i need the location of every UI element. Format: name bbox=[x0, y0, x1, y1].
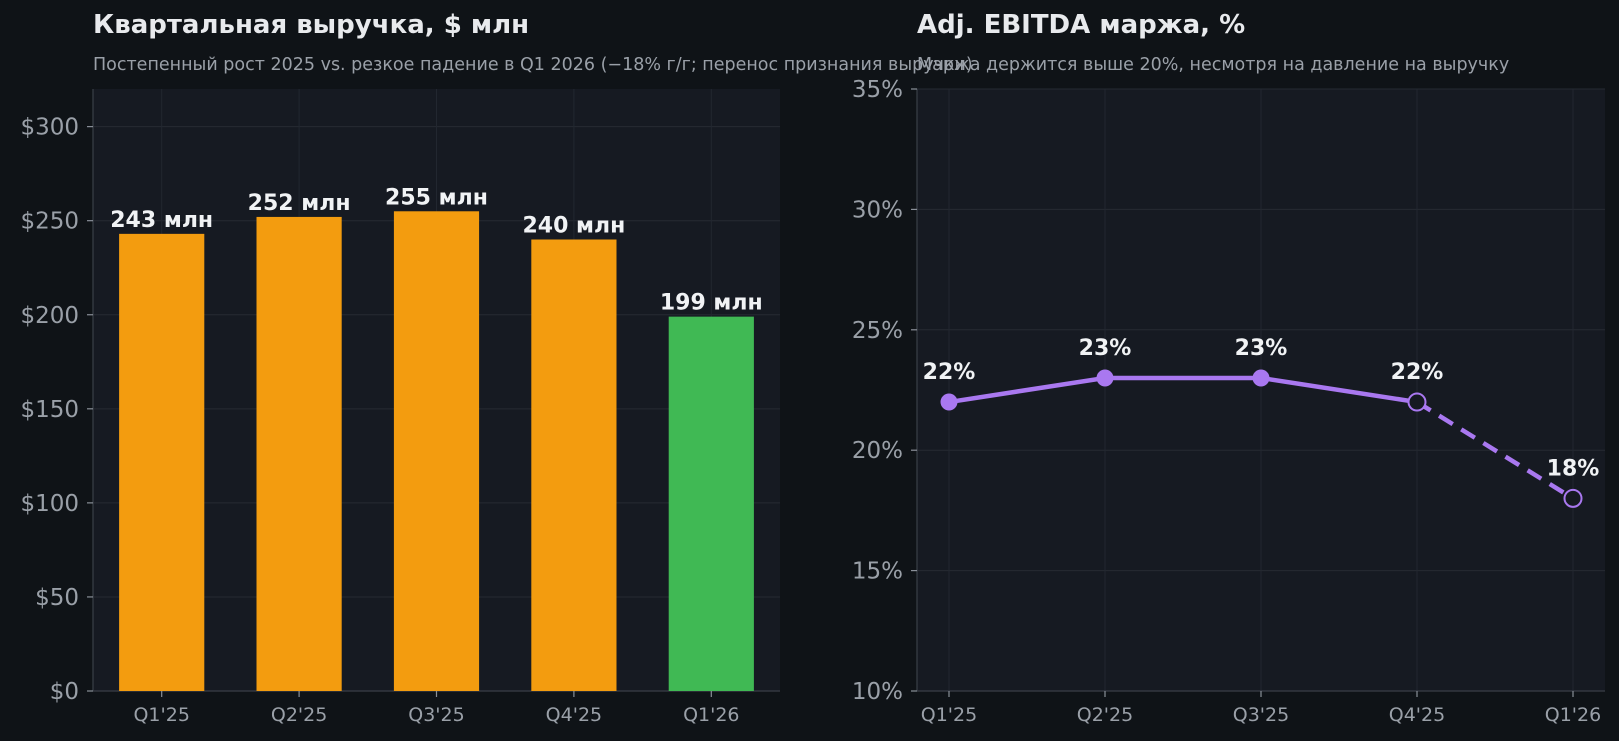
bar-value-label: 243 млн bbox=[110, 208, 213, 233]
data-point bbox=[940, 393, 958, 411]
x-tick-label: Q3'25 bbox=[1233, 704, 1289, 726]
y-tick-label: 25% bbox=[852, 318, 903, 344]
margin-chart-subtitle: Маржа держится выше 20%, несмотря на дав… bbox=[917, 55, 1510, 75]
bar bbox=[393, 211, 480, 691]
y-tick-label: $50 bbox=[35, 585, 79, 611]
point-value-label: 23% bbox=[1079, 336, 1132, 361]
data-point bbox=[1096, 369, 1114, 387]
x-tick-label: Q1'25 bbox=[921, 704, 977, 726]
y-tick-label: $100 bbox=[20, 491, 79, 517]
x-tick-label: Q1'26 bbox=[683, 704, 739, 726]
y-tick-label: $150 bbox=[20, 397, 79, 423]
point-value-label: 18% bbox=[1547, 456, 1600, 481]
bar bbox=[119, 233, 205, 691]
margin-line-dashed bbox=[1415, 400, 1575, 501]
data-point bbox=[1252, 369, 1270, 387]
data-point bbox=[1407, 392, 1427, 412]
y-tick-label: 30% bbox=[852, 197, 903, 223]
x-tick-label: Q4'25 bbox=[546, 704, 602, 726]
x-tick-label: Q2'25 bbox=[1077, 704, 1133, 726]
x-tick-label: Q4'25 bbox=[1389, 704, 1445, 726]
bar-value-label: 252 млн bbox=[248, 191, 351, 216]
revenue-chart-subtitle: Постепенный рост 2025 vs. резкое падение… bbox=[93, 55, 973, 75]
bar-value-label: 199 млн bbox=[660, 291, 763, 316]
y-tick-label: $0 bbox=[50, 679, 79, 705]
point-value-label: 23% bbox=[1235, 336, 1288, 361]
bar bbox=[531, 239, 617, 691]
y-tick-label: 10% bbox=[852, 679, 903, 705]
bar bbox=[668, 316, 754, 691]
y-tick-label: 35% bbox=[852, 77, 903, 103]
x-tick-label: Q3'25 bbox=[408, 704, 464, 726]
x-tick-label: Q1'25 bbox=[133, 704, 189, 726]
x-tick-label: Q1'26 bbox=[1545, 704, 1601, 726]
revenue-chart-title: Квартальная выручка, $ млн bbox=[93, 10, 530, 40]
x-tick-label: Q2'25 bbox=[271, 704, 327, 726]
y-tick-label: $300 bbox=[20, 115, 79, 141]
point-value-label: 22% bbox=[923, 360, 976, 385]
data-point bbox=[1563, 488, 1583, 508]
y-tick-label: 15% bbox=[852, 559, 903, 585]
bar-value-label: 255 млн bbox=[385, 185, 488, 210]
point-value-label: 22% bbox=[1391, 360, 1444, 385]
bar bbox=[256, 216, 342, 692]
bar-value-label: 240 млн bbox=[522, 214, 625, 239]
margin-line bbox=[948, 375, 1418, 405]
y-tick-label: 20% bbox=[852, 438, 903, 464]
margin-chart-title: Adj. EBITDA маржа, % bbox=[917, 10, 1246, 40]
y-tick-label: $250 bbox=[20, 209, 79, 235]
y-tick-label: $200 bbox=[20, 303, 79, 329]
